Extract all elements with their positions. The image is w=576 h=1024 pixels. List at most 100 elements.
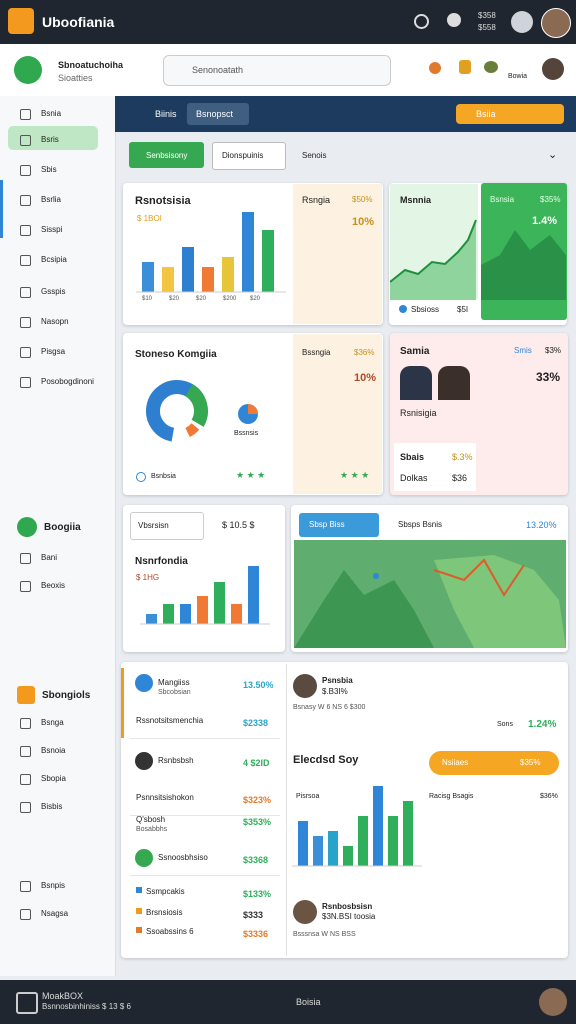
list: Mangiiss Sbcobsian 13.50% Rssnotsitsmenchia… [130,674,280,939]
logo [8,8,34,34]
bar-chart [292,786,422,867]
toolbar-title: Biinis [155,109,177,119]
icon[interactable] [459,60,471,74]
list-value: $3336 [243,929,269,939]
mini-label: Bssnsis [234,430,259,437]
list-icon [136,927,142,933]
card-title: Samia [400,346,430,357]
nav-item: Sisspi [41,225,63,234]
caption: Rsnisigia [400,408,437,418]
footer [0,980,576,1024]
card-footer: Sbsioss [411,305,440,314]
list-accent [121,668,124,738]
nav-selected[interactable] [8,126,98,150]
filter-label: Dionspuinis [222,151,264,160]
action-button[interactable] [456,104,564,124]
filter-label: Senbsisony [146,151,188,160]
list-value: $333 [243,910,264,920]
panel-big: 10% [352,216,375,228]
panel-label: Sons [497,721,513,728]
search-icon[interactable] [414,14,429,29]
bar [146,614,157,624]
bar-chart: $10 $20 $20 $200 $20 [136,212,286,302]
panel-title: Bssngia [302,348,331,357]
header-subtitle: Sioatties [58,73,93,83]
nav-item: Sbis [41,165,57,174]
list-avatar [135,674,153,692]
select-label: Vbsrsisn [138,521,169,530]
top-bar [0,0,576,44]
bar [262,230,274,292]
side-panel [293,184,382,324]
map-value: 13.20% [526,520,557,530]
filter-button[interactable] [212,142,286,170]
avatar[interactable] [511,11,533,33]
icon[interactable] [429,62,441,74]
white-area [394,443,476,491]
axis-label: Pisrsoa [296,793,320,800]
header-logo [14,56,42,84]
card-title: Msnnia [400,195,432,205]
list-name: Psnnsitsishokon [136,793,194,802]
list-name: Q'sbosh [136,815,166,824]
separator [130,738,280,739]
bar [298,821,308,866]
map-button-label: Sbsp Biss [309,520,345,529]
avatar[interactable] [539,988,567,1016]
avatar [293,900,317,924]
row-value: $36 [452,473,468,483]
settings-icon[interactable] [447,13,461,27]
nav-icon [20,553,31,564]
dropdown-arrow: ⌄ [548,149,558,161]
side-panel [293,334,382,494]
avatar[interactable] [541,8,571,38]
map-shapes [294,555,566,648]
list-value: 4 $2ID [243,758,270,768]
x-label: $20 [250,296,261,302]
panel-value: $35% [540,195,561,204]
bar [222,257,234,292]
list-value: $133% [243,889,272,899]
card-title: Rsnotsisia [135,195,191,207]
x-label: $20 [169,296,180,302]
panel-value: $50% [352,195,373,204]
bar [403,801,413,866]
map-button[interactable] [299,513,379,537]
nav-item: Bsrlia [41,195,62,204]
list-avatar [135,849,153,867]
nav-item: Bsnoia [41,746,66,755]
toolbar-button[interactable] [187,103,249,125]
row-value: $.3% [452,452,473,462]
nav-icon [20,581,31,592]
stars: ★ ★ ★ [236,470,266,480]
card-value: $ 1BOI [137,214,162,223]
stat: $558 [478,23,496,32]
search-box[interactable] [163,55,391,86]
card-value: $ 10.5 $ [222,520,255,530]
nav-icon [20,317,31,328]
panel-button-label: Nsiiaes [442,758,469,767]
filter-dropdown[interactable]: Senois [302,151,327,160]
bar [373,786,383,866]
avatar[interactable] [542,58,564,80]
sidebar [0,96,116,976]
icon[interactable] [484,61,498,73]
nav-item: Nsagsa [41,909,69,918]
nav-item: Pisgsa [41,347,66,356]
stars: ★ ★ ★ [340,470,370,480]
footer-center[interactable]: Boisia [296,997,321,1007]
panel-value: $36% [354,348,375,357]
separator [130,875,280,876]
nav-item: Sbopia [41,774,66,783]
panel-button[interactable] [429,751,559,775]
map-search: Sbsps Bsnis [398,520,443,529]
person [400,366,432,400]
list-value: $323% [243,795,272,805]
filter-button[interactable] [129,142,204,168]
nav-icon [20,165,31,176]
person-sub: $3N.BSI toosia [322,912,376,921]
bar [248,566,259,624]
select[interactable] [130,512,204,540]
list-icon [136,908,142,914]
